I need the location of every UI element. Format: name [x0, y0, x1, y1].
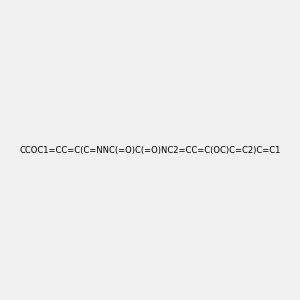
- Text: CCOC1=CC=C(C=NNC(=O)C(=O)NC2=CC=C(OC)C=C2)C=C1: CCOC1=CC=C(C=NNC(=O)C(=O)NC2=CC=C(OC)C=C…: [19, 146, 281, 154]
